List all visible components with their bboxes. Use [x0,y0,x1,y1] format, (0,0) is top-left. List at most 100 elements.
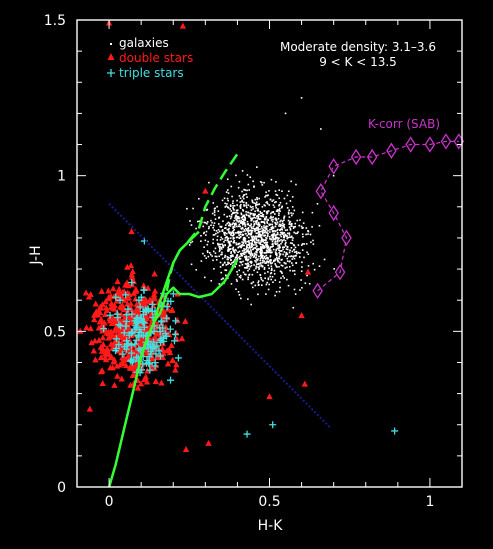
x-tick-label: 0 [105,494,114,510]
galaxy-point [288,226,291,228]
galaxy-point [292,212,294,215]
galaxy-point [279,270,282,273]
galaxy-point [266,202,269,205]
galaxy-point [240,212,243,215]
double-star-point [99,334,107,341]
galaxy-point [257,215,260,218]
galaxy-point [297,231,299,233]
galaxy-point [300,279,302,281]
galaxy-point [232,222,234,224]
galaxy-point [242,242,245,245]
galaxy-point [218,243,220,246]
galaxy-point [246,234,248,237]
galaxy-point [268,190,270,192]
galaxy-point [241,222,244,225]
galaxy-point [228,222,231,225]
galaxy-point [266,220,268,223]
galaxy-point [249,254,252,256]
galaxy-point [235,214,237,217]
galaxy-point [247,233,250,236]
galaxy-point [292,227,295,230]
galaxy-point [288,251,291,254]
galaxy-point [299,252,301,254]
triple-star-point [162,332,170,340]
galaxy-point [283,239,285,241]
double-star-point [119,318,126,325]
galaxy-point [262,214,265,216]
galaxy-point [208,252,211,254]
galaxy-point [286,278,288,281]
galaxy-point [283,219,285,222]
double-star-point [159,345,166,352]
galaxy-point [249,249,252,251]
galaxy-point [250,303,252,306]
galaxy-point [267,277,270,280]
galaxy-point [237,291,240,293]
galaxy-point [250,255,252,257]
triple-star-point [113,335,121,343]
galaxy-point [274,240,277,242]
galaxy-point [252,208,254,210]
galaxy-point [244,239,246,242]
galaxy-point [237,246,240,249]
galaxy-point [269,228,271,231]
galaxy-point [204,221,207,224]
galaxy-point [243,228,246,231]
galaxy-point [250,231,253,234]
galaxy-point [210,279,213,282]
galaxy-point [224,269,226,271]
galaxy-point [241,200,243,203]
annotation-line-1: Moderate density: 3.1–3.6 [280,40,436,54]
galaxy-point [287,284,290,287]
galaxy-point [263,246,266,248]
galaxy-point [258,240,260,242]
galaxy-point [225,269,228,272]
galaxy-point [295,183,297,186]
galaxy-point [253,238,255,241]
galaxy-point [267,232,269,235]
galaxy-point [228,249,230,252]
galaxy-point [286,246,289,249]
galaxy-point [308,282,311,285]
galaxy-point [252,236,255,238]
double-star-point [158,379,165,386]
galaxy-point [240,274,242,277]
galaxy-point [261,246,263,249]
galaxy-point [250,206,252,209]
galaxy-point [269,254,272,257]
double-star-point [182,446,190,453]
y-tick-label: 1 [57,169,66,185]
triple-star-point [167,376,175,384]
galaxy-point [264,277,267,279]
galaxy-point [259,210,262,213]
galaxy-point [221,257,224,260]
galaxy-point [247,231,249,233]
galaxy-point [279,234,281,236]
galaxy-point [235,225,238,228]
galaxy-point [289,242,292,244]
galaxy-point [258,262,260,265]
galaxy-point [190,224,193,226]
galaxy-point [276,240,279,243]
galaxy-point [203,276,206,279]
galaxy-point [220,271,223,274]
triple-star-point [169,290,177,298]
double-star-point [160,349,167,356]
galaxy-point [265,216,267,219]
galaxy-point [275,256,278,259]
galaxy-point [279,210,281,213]
galaxy-point [236,254,239,256]
galaxy-point [233,226,236,228]
galaxy-point [278,240,281,242]
triple-star-point [269,421,277,429]
galaxy-point [232,230,235,232]
double-star-point [77,327,84,334]
galaxy-point [266,201,268,203]
double-star-point [108,319,116,326]
track-lines [107,153,332,488]
double-star-point [121,296,128,303]
galaxy-point [316,202,319,205]
galaxy-point [261,227,263,230]
galaxy-point [271,240,274,243]
double-star-point [127,381,134,388]
